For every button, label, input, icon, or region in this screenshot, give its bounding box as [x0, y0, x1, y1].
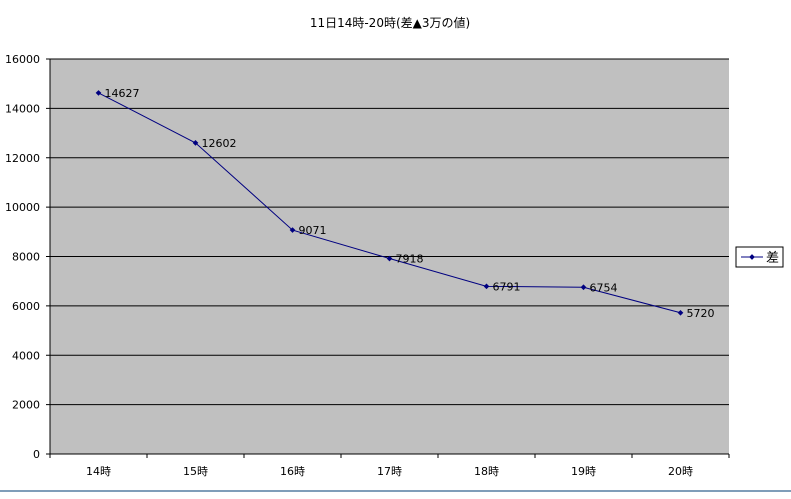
data-point: [192, 140, 199, 146]
data-label: 12602: [202, 137, 237, 150]
data-label: 14627: [105, 87, 140, 100]
series-layer: 14627 12602 9071 7918 6791 6754 5720: [95, 87, 715, 320]
y-tick-label: 14000: [5, 102, 40, 115]
y-tick-label: 4000: [12, 349, 40, 362]
legend-marker-icon: [749, 254, 755, 260]
gridlines: [49, 58, 729, 455]
legend: 差: [735, 246, 784, 268]
data-label: 6791: [493, 280, 521, 293]
x-tick-label: 17時: [377, 465, 402, 478]
data-point: [386, 255, 393, 262]
x-tick-label: 18時: [474, 465, 499, 478]
data-point: [483, 283, 490, 290]
data-point: [289, 227, 296, 233]
x-tick-label: 15時: [183, 465, 208, 478]
y-tick-label: 12000: [5, 152, 40, 165]
data-point: [580, 284, 587, 291]
data-point: [95, 90, 102, 96]
x-axis-ticks: 14時 15時 16時 17時 18時 19時 20時: [49, 454, 730, 478]
y-tick-label: 0: [33, 448, 40, 461]
chart-title: 11日14時-20時(差▲3万の値): [310, 15, 470, 30]
data-point: [677, 309, 684, 316]
x-tick-label: 16時: [280, 465, 305, 478]
y-tick-label: 16000: [5, 53, 40, 66]
x-tick-label: 14時: [86, 465, 111, 478]
y-tick-label: 6000: [12, 300, 40, 313]
data-label: 7918: [396, 253, 424, 266]
y-axis-ticks: 0 2000 4000 6000 8000 10000 12000 14000 16000: [5, 53, 50, 461]
y-tick-label: 8000: [12, 251, 40, 264]
x-tick-label: 19時: [571, 465, 596, 478]
x-tick-label: 20時: [668, 465, 693, 478]
data-label: 6754: [590, 281, 618, 294]
data-label: 9071: [299, 224, 327, 237]
y-tick-label: 2000: [12, 399, 40, 412]
y-tick-label: 10000: [5, 201, 40, 214]
data-label: 5720: [687, 307, 715, 320]
legend-label: 差: [766, 251, 779, 266]
